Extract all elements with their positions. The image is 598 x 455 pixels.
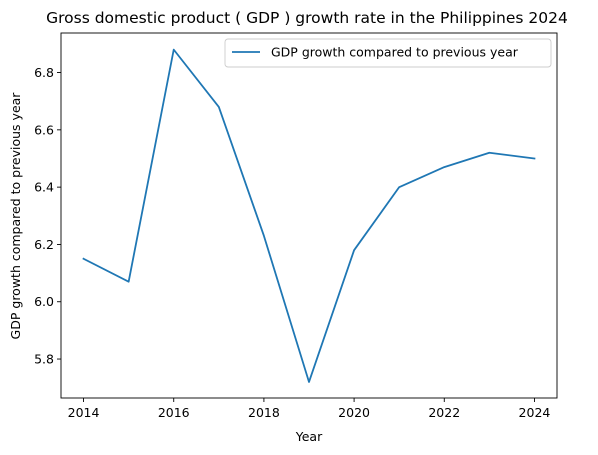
chart-title: Gross domestic product ( GDP ) growth ra… (46, 9, 568, 27)
series-lines (82, 48, 536, 383)
y-tick-label: 6.6 (34, 122, 54, 137)
axis-ticks: 2014 2016 2018 2020 2022 2024 5.8 6.0 6.2 6.4 6.6 6… (34, 65, 550, 420)
x-tick-label: 2016 (158, 405, 190, 420)
y-tick-label: 6.0 (34, 294, 54, 309)
x-tick-label: 2020 (338, 405, 370, 420)
series-line-0 (82, 48, 536, 383)
x-tick-label: 2022 (428, 405, 460, 420)
legend: GDP growth compared to previous year (224, 38, 552, 68)
x-tick-label: 2014 (68, 405, 100, 420)
y-tick-label: 6.8 (34, 65, 54, 80)
plot-frame (60, 32, 558, 399)
y-tick-label: 6.4 (34, 180, 54, 195)
legend-label: GDP growth compared to previous year (271, 45, 519, 60)
legend-box (224, 38, 552, 68)
y-tick-label: 5.8 (34, 352, 54, 367)
x-tick-label: 2024 (519, 405, 551, 420)
x-axis-label: Year (295, 429, 323, 444)
x-tick-label: 2018 (248, 405, 280, 420)
y-axis-label: GDP growth compared to previous year (8, 92, 23, 340)
y-tick-label: 6.2 (34, 237, 54, 252)
